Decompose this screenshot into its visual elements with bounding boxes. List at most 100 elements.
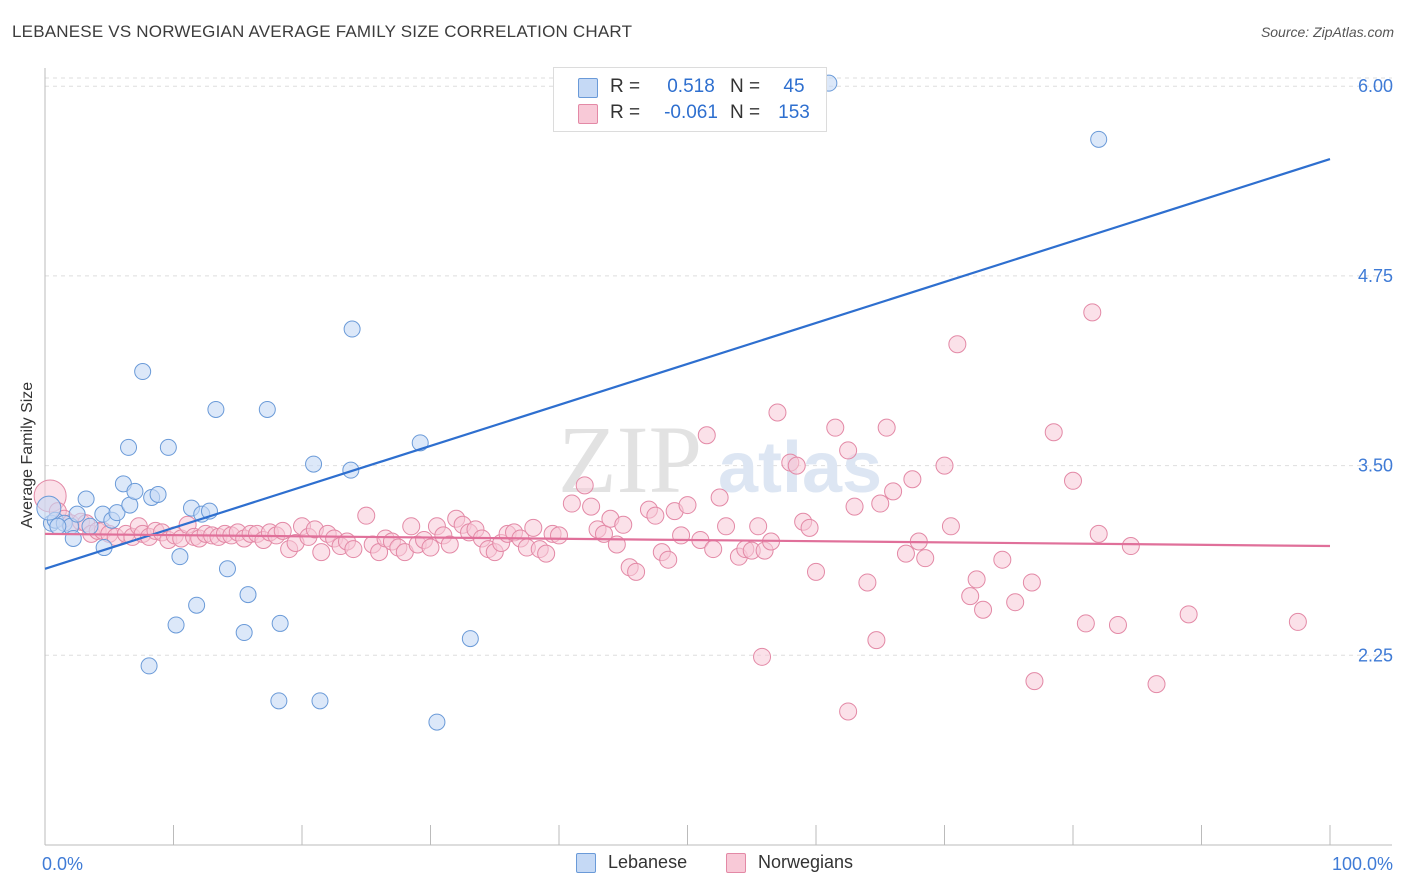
lebanese-point	[68, 505, 86, 523]
norwegians-point	[787, 456, 806, 475]
lebanese-point	[218, 560, 236, 578]
legend-label-lebanese: Lebanese	[608, 852, 688, 872]
lebanese-point	[311, 692, 329, 710]
norwegians-point	[1025, 672, 1044, 691]
norwegians-point	[357, 506, 376, 525]
norwegians-point	[1108, 615, 1127, 634]
norwegians-point	[749, 517, 768, 536]
norwegians-point	[826, 418, 845, 437]
norwegians-point	[697, 426, 716, 445]
norwegians-point	[524, 518, 543, 537]
lebanese-point	[108, 504, 126, 522]
watermark-zip: ZIP	[558, 406, 702, 513]
norwegians-point	[839, 702, 858, 721]
lebanese-point	[64, 529, 82, 547]
norwegians-trend-line	[44, 532, 1331, 548]
norwegians-point	[948, 335, 967, 354]
norwegians-point	[614, 515, 633, 534]
lebanese-point	[159, 438, 177, 456]
norwegians-point	[1288, 612, 1307, 631]
norwegians-point	[961, 587, 980, 606]
lebanese-point	[1090, 130, 1108, 148]
lebanese-point	[81, 517, 99, 535]
norwegians-point	[916, 549, 935, 568]
trend-lines	[44, 158, 1331, 570]
norwegians-point	[1089, 524, 1108, 543]
lebanese-point	[271, 614, 289, 632]
lebanese-point	[120, 438, 138, 456]
series-legend: Lebanese Norwegians	[0, 852, 1406, 876]
norwegians-swatch	[578, 104, 598, 124]
norwegians-point	[877, 418, 896, 437]
norwegians-point	[1006, 593, 1025, 612]
lebanese-point	[126, 482, 144, 500]
norwegians-point	[974, 600, 993, 619]
norwegians-point	[871, 494, 890, 513]
lebanese-point	[140, 657, 158, 675]
norwegians-point	[717, 517, 736, 536]
lebanese-legend-swatch	[576, 853, 596, 873]
norwegians-point	[1121, 537, 1140, 556]
norwegians-point	[768, 403, 787, 422]
stats-legend: R = 0.518 N = 45 R = -0.061 N = 153	[553, 67, 827, 132]
n-value: 45	[783, 76, 805, 97]
chart-source: Source: ZipAtlas.com	[1260, 24, 1394, 40]
norwegians-point	[1022, 573, 1041, 592]
norwegians-point	[935, 456, 954, 475]
norwegians-point	[884, 482, 903, 501]
norwegians-point	[896, 544, 915, 563]
lebanese-point	[461, 630, 479, 648]
lebanese-point	[270, 692, 288, 710]
norwegians-point	[672, 526, 691, 545]
n-label: N =	[730, 76, 761, 97]
r-value: 0.518	[667, 76, 715, 97]
norwegians-point	[903, 470, 922, 489]
norwegians-point	[1147, 675, 1166, 694]
y-tick-label: 4.75	[1358, 266, 1393, 286]
n-value: 153	[778, 102, 810, 123]
norwegians-point	[967, 570, 986, 589]
lebanese-point	[239, 586, 257, 604]
lebanese-swatch	[578, 78, 598, 98]
y-tick-label: 2.25	[1358, 645, 1393, 665]
norwegians-point	[562, 494, 581, 513]
norwegians-point	[421, 538, 440, 557]
lebanese-point	[235, 624, 253, 642]
norwegians-point	[1179, 605, 1198, 624]
norwegians-point	[678, 496, 697, 515]
norwegians-point	[402, 517, 421, 536]
tick-labels: 2.25 3.50 4.75 6.00 0.0% 100.0%	[42, 76, 1393, 874]
norwegians-point	[807, 562, 825, 581]
norwegians-point	[704, 540, 723, 559]
chart-title: LEBANESE VS NORWEGIAN AVERAGE FAMILY SIZ…	[12, 22, 633, 41]
lebanese-point	[188, 596, 206, 614]
n-label: N =	[730, 102, 761, 123]
legend-label-norwegians: Norwegians	[758, 852, 854, 872]
lebanese-point	[77, 490, 95, 508]
norwegians-point	[800, 518, 819, 537]
norwegians-point	[537, 544, 556, 563]
norwegians-point	[1083, 303, 1102, 322]
lebanese-point	[167, 616, 185, 634]
lebanese-point	[428, 713, 446, 731]
norwegians-point	[753, 647, 772, 666]
lebanese-points	[36, 74, 1108, 731]
lebanese-point	[343, 320, 361, 338]
x-tick-label-min: 0.0%	[42, 854, 83, 874]
axes	[44, 68, 1392, 846]
norwegians-point	[440, 535, 459, 554]
norwegians-point	[867, 631, 886, 650]
norwegians-point	[646, 506, 665, 525]
r-label: R =	[610, 102, 641, 123]
norwegians-point	[575, 476, 594, 495]
norwegians-point	[858, 573, 877, 592]
norwegians-point	[1064, 471, 1082, 490]
norwegians-point	[627, 562, 646, 581]
norwegians-point	[582, 497, 601, 516]
lebanese-point	[49, 517, 67, 535]
lebanese-point	[258, 400, 276, 418]
r-value: -0.061	[664, 102, 718, 123]
y-tick-label: 6.00	[1358, 76, 1393, 96]
norwegians-point	[550, 526, 568, 545]
